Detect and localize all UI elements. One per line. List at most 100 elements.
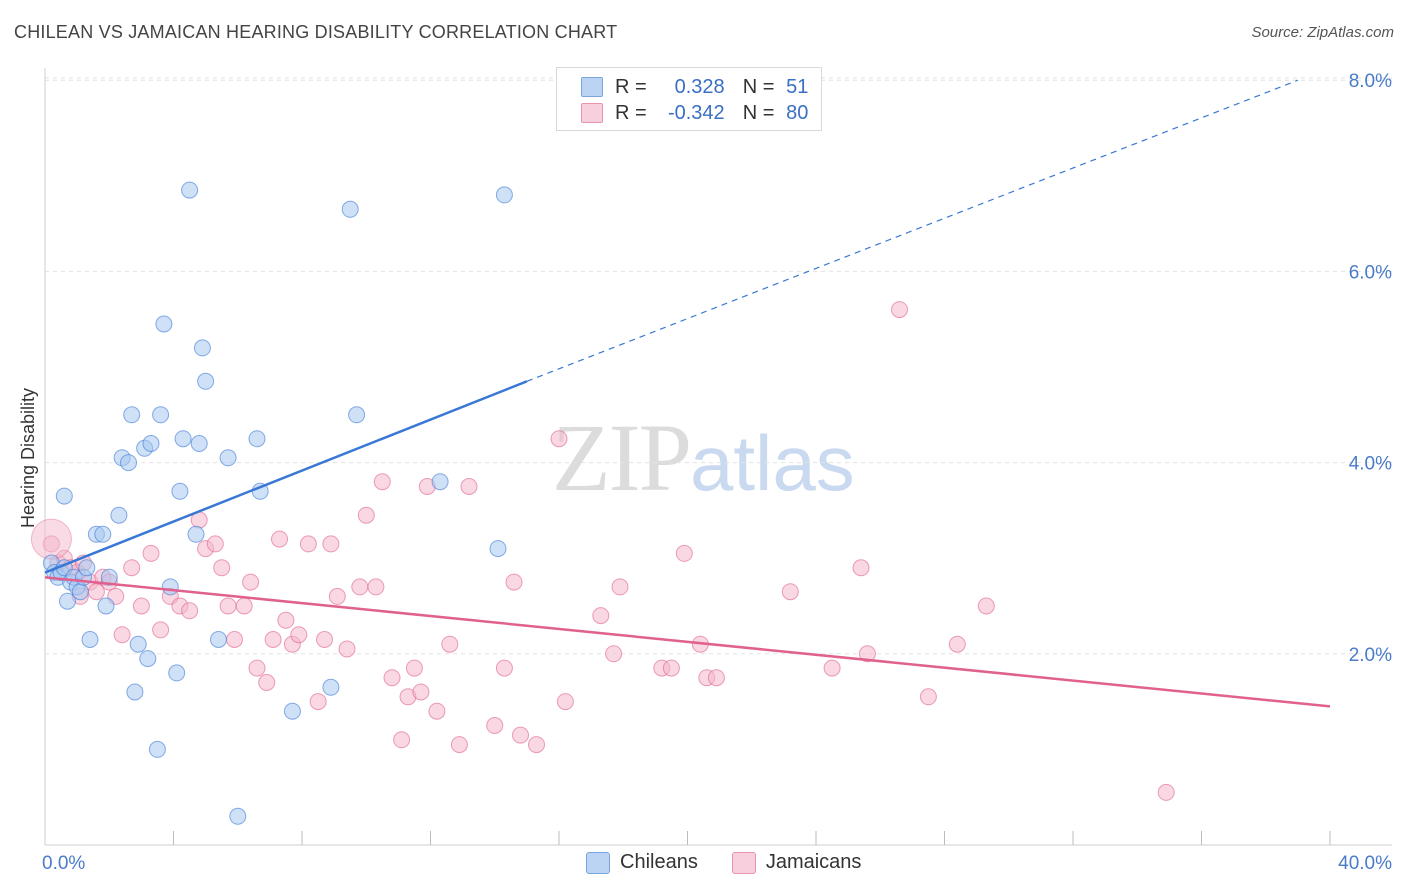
- jamaicans-point: [264, 631, 282, 648]
- legend-n-label: N =: [742, 101, 775, 124]
- jamaicans-point: [290, 626, 308, 644]
- jamaicans-point: [351, 578, 369, 596]
- legend-r-label: R =: [615, 101, 647, 124]
- chileans-point: [148, 740, 166, 758]
- jamaicans-point: [948, 635, 966, 653]
- jamaicans-point: [675, 544, 693, 562]
- chileans-point: [193, 339, 211, 357]
- jamaicans-point: [852, 559, 870, 577]
- chileans-point: [197, 372, 215, 390]
- chileans-point: [142, 435, 160, 452]
- jamaicans-point: [605, 645, 623, 663]
- jamaicans-point: [248, 659, 266, 677]
- jamaicans-point: [328, 587, 346, 605]
- chileans-point: [97, 597, 115, 615]
- jamaicans-point: [132, 597, 150, 615]
- chileans-point: [168, 664, 186, 682]
- chileans-point: [120, 454, 137, 472]
- chileans-point: [171, 482, 189, 500]
- axes: [44, 68, 1392, 846]
- chileans-point: [187, 525, 205, 543]
- chileans-point: [322, 678, 340, 696]
- chileans-point: [152, 406, 170, 424]
- y-tick-label: 2.0%: [1349, 645, 1392, 666]
- jamaicans-point: [662, 659, 680, 677]
- trend-lines: [44, 79, 1331, 708]
- chart-title: CHILEAN VS JAMAICAN HEARING DISABILITY C…: [14, 22, 618, 42]
- jamaicans-point: [271, 530, 288, 548]
- jamaicans-point: [277, 611, 295, 629]
- chileans-point: [219, 449, 237, 467]
- jamaicans-point: [441, 635, 459, 653]
- tick-labels: 2.0% 4.0% 6.0% 8.0% 0.0% 40.0%: [42, 71, 1392, 874]
- jamaicans-point: [235, 597, 253, 615]
- legend-row-chileans: R = 0.328 N = 51: [581, 74, 808, 100]
- jamaicans-point: [858, 645, 876, 663]
- legend-r-label: R =: [615, 75, 647, 98]
- chileans-trend-extension: [526, 79, 1299, 382]
- source-label: Source: ZipAtlas.com: [1251, 24, 1394, 41]
- chileans-point: [55, 487, 73, 505]
- jamaicans-point: [299, 535, 317, 553]
- watermark: ZIPatlas: [552, 402, 855, 513]
- jamaicans-point: [226, 631, 243, 648]
- jamaicans-point: [338, 640, 356, 658]
- jamaicans-point: [505, 573, 523, 591]
- legend-swatch-jamaicans: [581, 103, 603, 123]
- legend-n-value: 80: [786, 101, 809, 124]
- jamaicans-point: [450, 736, 468, 754]
- x-tick-label-max: 40.0%: [1338, 853, 1392, 874]
- jamaicans-point: [486, 717, 504, 734]
- jamaicans-point: [611, 578, 629, 596]
- legend-item-chileans[interactable]: Chileans: [586, 851, 698, 874]
- legend-r-value: 0.328: [674, 75, 725, 98]
- chileans-point: [348, 406, 366, 424]
- chileans-points: [42, 181, 513, 825]
- gridlines: [45, 77, 1392, 655]
- chileans-point: [155, 315, 173, 333]
- chileans-point: [495, 186, 513, 204]
- jamaicans-point: [219, 597, 237, 615]
- jamaicans-point: [891, 301, 908, 319]
- chileans-point: [431, 473, 449, 491]
- jamaicans-point: [556, 693, 574, 711]
- jamaicans-point: [316, 631, 333, 648]
- chileans-point: [110, 506, 128, 524]
- jamaicans-point: [213, 559, 231, 577]
- y-tick-label: 4.0%: [1349, 454, 1392, 475]
- chileans-point: [81, 631, 99, 648]
- jamaicans-trend-line: [44, 576, 1331, 708]
- chileans-point: [161, 578, 179, 596]
- jamaicans-point: [357, 506, 375, 524]
- jamaicans-point: [309, 693, 327, 711]
- chileans-point: [139, 650, 157, 668]
- jamaicans-point: [367, 578, 385, 596]
- jamaicans-point: [123, 559, 141, 577]
- jamaicans-point: [142, 544, 160, 562]
- jamaicans-point: [242, 573, 260, 591]
- chileans-point: [126, 683, 144, 701]
- jamaicans-point: [412, 683, 430, 701]
- jamaicans-point: [1157, 783, 1175, 801]
- jamaicans-point: [206, 535, 224, 553]
- y-tick-label: 6.0%: [1349, 262, 1392, 283]
- jamaicans-point: [460, 478, 478, 495]
- chileans-point: [94, 525, 112, 543]
- jamaicans-point: [528, 736, 545, 754]
- chileans-point: [78, 559, 96, 577]
- watermark-zip: ZIP: [552, 404, 692, 511]
- jamaicans-point: [495, 659, 513, 677]
- jamaicans-point: [977, 597, 995, 615]
- jamaicans-point: [781, 583, 799, 601]
- chileans-point: [181, 181, 199, 199]
- chileans-label: Chileans: [620, 851, 698, 873]
- jamaicans-point: [428, 702, 446, 720]
- jamaicans-point: [113, 626, 131, 644]
- chileans-point: [123, 406, 141, 424]
- jamaicans-point: [258, 674, 276, 691]
- chileans-point: [190, 435, 208, 452]
- jamaicans-point: [919, 688, 937, 706]
- chileans-trend-line: [44, 380, 528, 574]
- legend-item-jamaicans[interactable]: Jamaicans: [731, 851, 861, 874]
